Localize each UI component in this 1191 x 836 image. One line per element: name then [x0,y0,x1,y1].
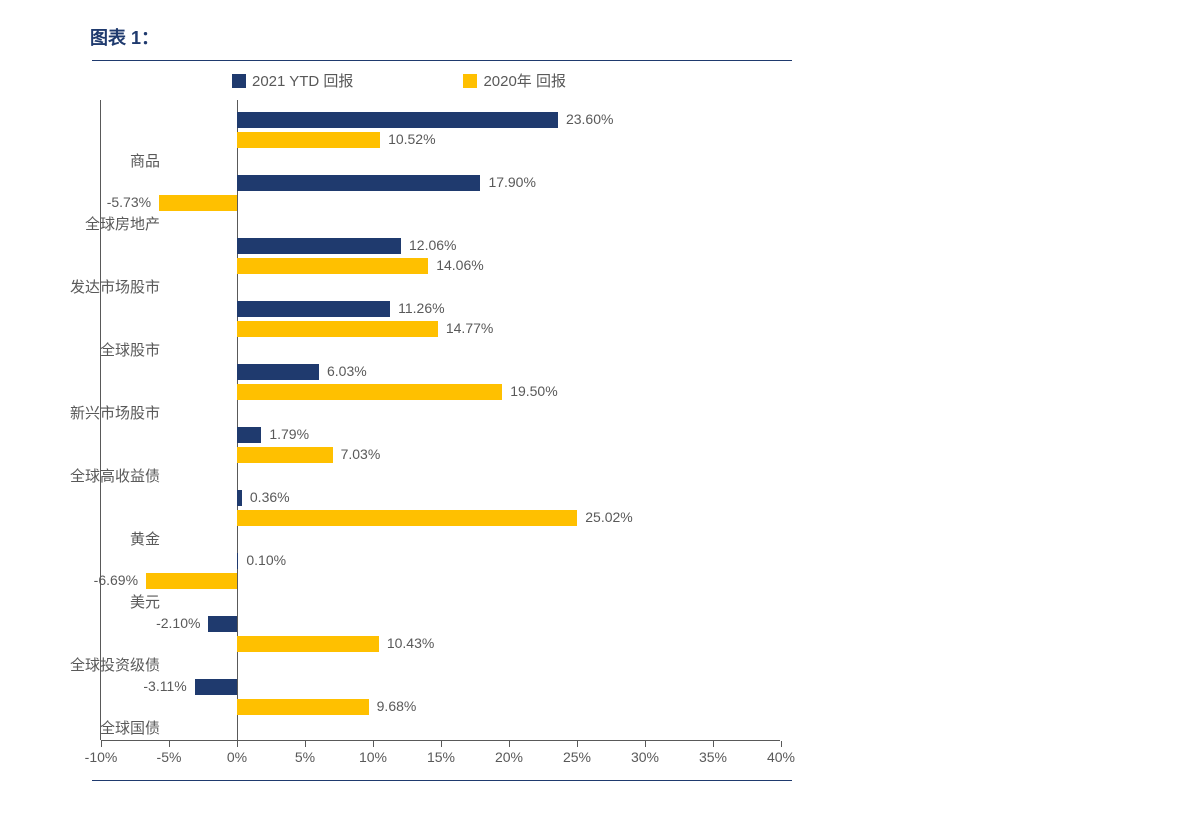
legend-swatch [463,74,477,88]
bar-value-label: 7.03% [341,446,381,462]
x-tick-label: 20% [495,749,523,765]
bar-value-label: -5.73% [107,194,151,210]
x-tick [509,741,510,747]
x-tick [441,741,442,747]
legend-label: 2021 YTD 回报 [252,70,353,91]
legend-item: 2021 YTD 回报 [232,70,353,91]
bar [237,384,502,400]
x-tick [645,741,646,747]
bar-value-label: 0.10% [246,552,286,568]
bar [237,112,558,128]
x-axis: -10%-5%0%5%10%15%20%25%30%35%40% [101,740,780,770]
x-tick-label: 25% [563,749,591,765]
bar-value-label: -3.11% [143,678,186,694]
chart-title: 图表 1： [90,24,159,50]
bar-value-label: 6.03% [327,363,367,379]
x-tick-label: -10% [85,749,118,765]
category-label: 发达市场股市 [0,276,160,297]
x-tick-label: 30% [631,749,659,765]
category-label: 商品 [0,150,160,171]
category-label: 全球高收益债 [0,465,160,486]
bar [237,238,401,254]
bar [237,490,242,506]
bar [237,427,261,443]
bar [237,258,428,274]
x-tick [169,741,170,747]
x-tick [373,741,374,747]
category-label: 全球投资级债 [0,654,160,675]
bar-value-label: 9.68% [377,698,417,714]
legend-item: 2020年 回报 [463,70,566,91]
bar-value-label: 11.26% [398,300,444,316]
bar [146,573,237,589]
bar-value-label: 25.02% [585,509,632,525]
bar [208,616,237,632]
bar-value-label: 1.79% [269,426,309,442]
x-tick-label: 0% [227,749,247,765]
bar [159,195,237,211]
x-tick-label: 15% [427,749,455,765]
category-label: 全球房地产 [0,213,160,234]
bar-value-label: 0.36% [250,489,290,505]
bar [237,321,438,337]
legend-swatch [232,74,246,88]
bar-value-label: 17.90% [488,174,535,190]
bar [237,510,577,526]
x-tick-label: 40% [767,749,795,765]
bar [237,636,379,652]
bar-value-label: 19.50% [510,383,557,399]
bar [237,175,480,191]
category-label: 美元 [0,591,160,612]
x-tick [577,741,578,747]
bar-value-label: -2.10% [156,615,200,631]
bar [195,679,237,695]
bar [237,364,319,380]
bar-value-label: 12.06% [409,237,456,253]
category-label: 全球国债 [0,717,160,738]
x-tick [781,741,782,747]
bar-value-label: -6.69% [94,572,138,588]
x-tick-label: 35% [699,749,727,765]
bar [237,301,390,317]
bar [237,132,380,148]
legend-label: 2020年 回报 [483,70,566,91]
plot-area: 23.60% 10.52% 17.90% -5.73% 12.06% 14.06% 11.2… [100,100,780,740]
x-tick-label: -5% [157,749,182,765]
bar [237,553,238,569]
bar-value-label: 10.43% [387,635,434,651]
x-tick [713,741,714,747]
bar-value-label: 14.06% [436,257,483,273]
x-tick [237,741,238,747]
x-tick [305,741,306,747]
bar-value-label: 14.77% [446,320,493,336]
x-tick-label: 5% [295,749,315,765]
category-label: 全球股市 [0,339,160,360]
bar-value-label: 23.60% [566,111,613,127]
category-label: 新兴市场股市 [0,402,160,423]
bar [237,447,333,463]
x-tick-label: 10% [359,749,387,765]
category-label: 黄金 [0,528,160,549]
legend: 2021 YTD 回报 2020年 回报 [232,70,566,91]
bar-value-label: 10.52% [388,131,435,147]
bottom-rule [92,780,792,781]
bar [237,699,369,715]
x-tick [101,741,102,747]
top-rule [92,60,792,61]
